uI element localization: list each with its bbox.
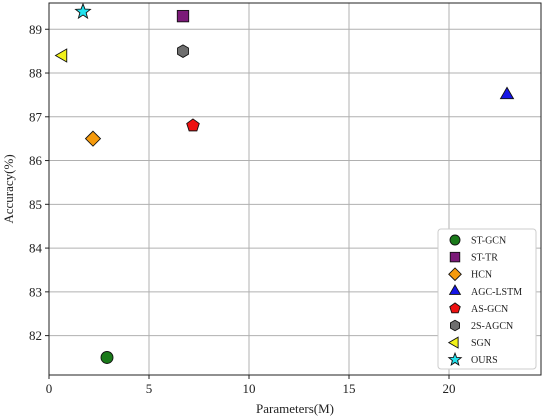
y-tick-label: 82 <box>29 328 42 343</box>
y-tick-label: 88 <box>29 66 42 81</box>
x-axis-label: Parameters(M) <box>256 401 334 416</box>
x-axis-ticks: 0 5 10 15 20 <box>46 375 456 396</box>
legend-label: 2S-AGCN <box>471 321 513 332</box>
legend-label: OURS <box>471 355 498 366</box>
legend-marker-st-tr <box>449 251 461 263</box>
y-tick-label: 86 <box>29 153 43 168</box>
y-tick-label: 84 <box>29 241 43 256</box>
point-2s-agcn <box>177 44 189 58</box>
y-axis-ticks: 82 83 84 85 86 87 88 89 <box>29 22 49 343</box>
y-axis-label: Accuracy(%) <box>1 154 16 223</box>
grid-lines <box>48 3 541 375</box>
legend-label: AS-GCN <box>471 304 508 315</box>
legend-marker-agc-lstm <box>448 284 462 295</box>
legend-marker-as-gcn <box>449 302 461 314</box>
plot-frame <box>48 2 542 376</box>
y-tick-label: 85 <box>29 197 42 212</box>
point-st-gcn <box>100 351 114 364</box>
y-tick-label: 87 <box>29 109 43 124</box>
legend: ST-GCN ST-TR HCN AGC-LSTM AS-GCN 2S-AGCN SGN OU… <box>437 228 537 370</box>
point-as-gcn <box>186 118 200 132</box>
legend-label: AGC-LSTM <box>471 287 522 298</box>
legend-marker-hcn <box>448 267 462 282</box>
data-points <box>54 2 515 364</box>
point-sgn <box>54 48 68 63</box>
x-tick-label: 5 <box>146 381 153 396</box>
x-tick-label: 0 <box>46 381 53 396</box>
y-tick-label: 89 <box>29 22 42 37</box>
point-agc-lstm <box>499 86 515 100</box>
x-tick-label: 15 <box>343 381 356 396</box>
legend-marker-st-gcn <box>449 234 461 246</box>
point-ours <box>74 2 92 20</box>
x-tick-label: 10 <box>243 381 256 396</box>
legend-marker-2s-agcn <box>449 319 461 332</box>
y-tick-label: 83 <box>29 284 42 299</box>
x-tick-label: 20 <box>443 381 456 396</box>
legend-marker-ours <box>447 351 463 366</box>
point-st-tr <box>176 9 190 23</box>
legend-marker-sgn <box>447 336 459 349</box>
point-hcn <box>84 130 102 147</box>
legend-label: ST-GCN <box>471 236 506 247</box>
legend-label: ST-TR <box>471 253 498 264</box>
legend-box <box>437 228 537 370</box>
legend-label: HCN <box>471 270 492 281</box>
legend-label: SGN <box>471 338 491 349</box>
